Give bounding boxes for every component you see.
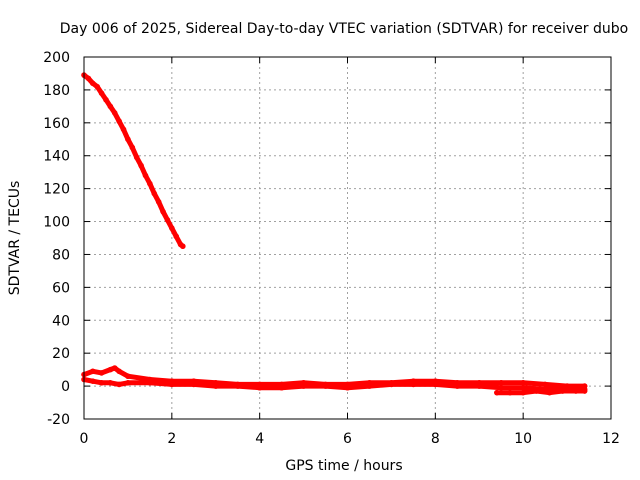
data-point (125, 136, 131, 143)
data-point (581, 388, 588, 394)
data-point (125, 380, 131, 386)
data-point (89, 378, 96, 384)
x-tick-label: 10 (514, 431, 532, 447)
data-point (85, 75, 92, 82)
x-tick-label: 2 (167, 431, 176, 447)
data-point (107, 380, 114, 386)
y-tick-label: 160 (43, 116, 70, 132)
y-tick-label: 80 (52, 247, 70, 263)
data-point (169, 225, 175, 231)
data-point (494, 389, 500, 396)
data-point (432, 381, 439, 388)
data-point (98, 370, 105, 376)
x-axis-label: GPS time / hours (285, 458, 402, 474)
data-point (212, 383, 219, 389)
data-point (180, 243, 186, 250)
data-point (129, 144, 136, 151)
data-point (89, 368, 96, 375)
data-point (107, 103, 114, 110)
data-point (520, 380, 526, 386)
data-point (256, 384, 263, 391)
data-point (520, 389, 526, 396)
data-point (300, 383, 307, 389)
y-tick-label: 140 (43, 149, 70, 165)
data-point (498, 380, 505, 386)
data-point (322, 383, 329, 389)
data-point (111, 110, 118, 116)
data-point (160, 208, 166, 215)
data-point (98, 90, 105, 96)
data-point (138, 162, 144, 169)
data-point (116, 381, 122, 388)
x-axis: 0 2 4 6 8 10 12 (80, 57, 620, 447)
data-layer (81, 72, 588, 396)
y-tick-label: 200 (43, 50, 70, 66)
x-tick-label: 0 (80, 431, 89, 447)
data-point (103, 96, 109, 103)
data-point (559, 388, 566, 394)
y-tick-label: 120 (43, 182, 70, 198)
data-point (498, 384, 505, 391)
data-point (190, 381, 197, 388)
y-tick-label: 180 (43, 83, 70, 99)
chart-title: Day 006 of 2025, Sidereal Day-to-day VTE… (60, 21, 628, 37)
data-point (173, 233, 180, 240)
data-point (533, 388, 540, 394)
data-point (546, 389, 553, 396)
y-tick-label: 0 (61, 379, 70, 395)
data-point (520, 384, 526, 391)
y-tick-label: 100 (43, 215, 70, 231)
data-point (278, 384, 285, 391)
y-tick-label: -20 (47, 412, 70, 428)
data-point (120, 126, 127, 133)
data-point (476, 383, 483, 389)
data-point (454, 383, 461, 389)
y-tick-label: 40 (52, 313, 70, 329)
x-tick-label: 6 (343, 431, 352, 447)
data-point (234, 383, 241, 389)
data-point (116, 118, 122, 124)
data-point (507, 389, 513, 396)
data-point (366, 383, 373, 389)
y-axis: -20 0 20 40 60 80 100 120 140 160 180 200 (43, 50, 611, 428)
data-point (151, 190, 158, 197)
y-axis-label: SDTVAR / TECUs (7, 181, 23, 296)
data-point (125, 373, 131, 380)
x-tick-label: 8 (431, 431, 440, 447)
data-point (388, 381, 395, 388)
data-point (542, 381, 548, 388)
x-tick-label: 4 (255, 431, 264, 447)
data-point (169, 381, 175, 388)
data-point (111, 365, 118, 371)
data-point (133, 154, 140, 161)
data-point (147, 380, 153, 386)
data-point (94, 83, 100, 90)
y-tick-label: 20 (52, 346, 70, 362)
data-point (98, 380, 105, 386)
data-point (573, 388, 579, 394)
data-point (147, 180, 153, 187)
data-point (344, 384, 351, 391)
data-point (164, 217, 171, 223)
grid (84, 57, 611, 419)
data-point (142, 172, 149, 179)
y-tick-label: 60 (52, 280, 70, 296)
data-point (155, 199, 162, 205)
data-point (89, 80, 96, 87)
data-point (410, 381, 417, 388)
data-point (116, 368, 122, 375)
data-point (107, 366, 114, 373)
x-tick-label: 12 (602, 431, 620, 447)
